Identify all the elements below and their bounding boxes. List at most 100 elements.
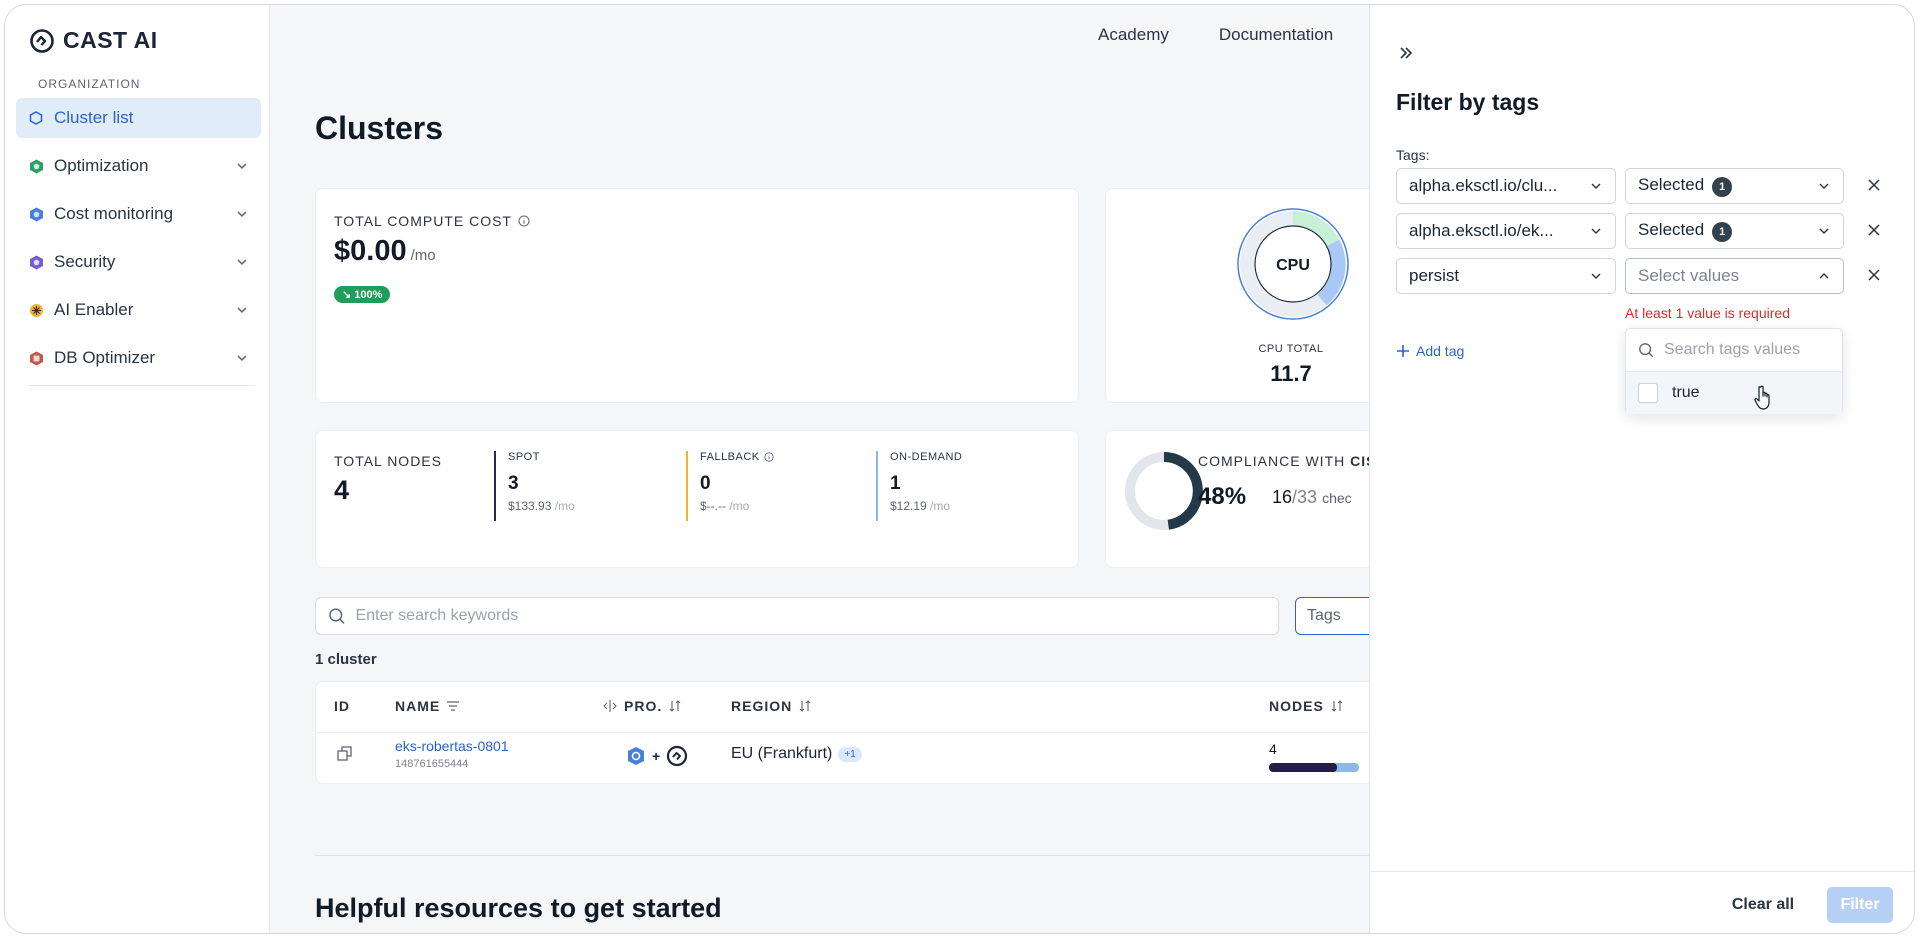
cpu-donut-chart: CPU: [1237, 208, 1349, 320]
hand-cursor-icon: [1754, 385, 1770, 410]
option-checkbox[interactable]: [1638, 383, 1658, 403]
academy-link[interactable]: Academy: [1098, 25, 1169, 44]
tag-key-select[interactable]: persist: [1396, 258, 1616, 294]
info-icon[interactable]: [518, 215, 530, 227]
col-header-provider-label: PRO.: [624, 698, 663, 714]
search-input[interactable]: [355, 607, 1278, 625]
security-icon: [28, 254, 44, 270]
tag-key-value: alpha.eksctl.io/ek...: [1409, 221, 1554, 240]
filter-lines-icon[interactable]: [446, 700, 460, 712]
tag-values-value: Selected 1: [1638, 220, 1817, 242]
add-tag-label: Add tag: [1416, 343, 1465, 359]
col-header-name[interactable]: NAME: [395, 698, 460, 714]
spot-cost-unit: /mo: [554, 499, 575, 513]
sidebar-item-security[interactable]: Security: [16, 242, 261, 282]
compliance-label-prefix: COMPLIANCE WITH: [1198, 453, 1346, 469]
sidebar-item-optimization[interactable]: Optimization: [16, 146, 261, 186]
copy-icon[interactable]: [336, 745, 354, 763]
cluster-search[interactable]: [315, 597, 1279, 635]
close-icon[interactable]: [1865, 221, 1883, 239]
compute-cost-label: TOTAL COMPUTE COST: [334, 213, 530, 229]
cost-monitoring-icon: [28, 206, 44, 222]
chevron-down-icon: [1819, 228, 1829, 234]
fallback-nodes: FALLBACK 0 $--.-- /mo: [686, 451, 774, 521]
tag-values-select[interactable]: Selected 1: [1625, 213, 1844, 249]
filter-panel: Filter by tags Tags: alpha.eksctl.io/clu…: [1369, 5, 1914, 933]
chevron-down-icon: [1591, 273, 1601, 279]
option-label: true: [1672, 384, 1700, 401]
chevron-down-icon: [1591, 228, 1601, 234]
col-header-region[interactable]: REGION: [731, 698, 812, 714]
cost-unit: /mo: [410, 247, 436, 264]
col-header-id-label: ID: [334, 698, 350, 714]
close-icon[interactable]: [1865, 266, 1883, 284]
compliance-label: COMPLIANCE WITH CIS: [1198, 453, 1376, 469]
search-icon: [329, 608, 345, 624]
helpful-resources-title: Helpful resources to get started: [315, 893, 722, 923]
sidebar-item-db-optimizer[interactable]: DB Optimizer: [16, 338, 261, 378]
sidebar-item-ai-enabler[interactable]: AI Enabler: [16, 290, 261, 330]
sidebar: CAST AI ORGANIZATION Cluster list Optimi…: [5, 5, 270, 933]
sidebar-item-label: AI Enabler: [54, 300, 134, 319]
tags-values-search-input[interactable]: [1664, 341, 1824, 359]
cost-change-badge: ↘ 100%: [334, 286, 391, 303]
sort-icon[interactable]: [668, 699, 682, 713]
tag-key-select[interactable]: alpha.eksctl.io/ek...: [1396, 213, 1616, 249]
nodes-cell: 4: [1269, 741, 1359, 772]
cpu-center-label: CPU: [1276, 257, 1310, 274]
nodes-bar: [1269, 763, 1359, 772]
sort-icon[interactable]: [798, 699, 812, 713]
kubernetes-icon: [628, 747, 644, 765]
search-icon: [1639, 343, 1654, 358]
brand-logo[interactable]: CAST AI: [29, 27, 158, 54]
compliance-donut-chart: [1125, 452, 1203, 530]
info-icon[interactable]: [764, 452, 774, 462]
region-name: EU (Frankfurt): [731, 745, 833, 762]
total-nodes-label: TOTAL NODES: [334, 453, 442, 469]
cluster-table: ID NAME PRO. REGION NODES eks-robertas-0…: [315, 681, 1375, 784]
chevron-down-icon: [1591, 183, 1601, 189]
sidebar-item-cost-monitoring[interactable]: Cost monitoring: [16, 194, 261, 234]
tag-values-placeholder: Select values: [1638, 266, 1740, 285]
column-resize-icon[interactable]: [602, 699, 618, 713]
col-header-nodes[interactable]: NODES: [1269, 698, 1344, 714]
dropdown-search[interactable]: [1626, 329, 1842, 372]
ondemand-cost: $12.19 /mo: [890, 499, 962, 513]
tag-values-select[interactable]: Selected 1: [1625, 168, 1844, 204]
tag-values-text: Selected: [1638, 220, 1705, 239]
sort-icon[interactable]: [1330, 699, 1344, 713]
nodes-card: TOTAL NODES 4 SPOT 3 $133.93 /mo FALLBAC…: [315, 430, 1079, 568]
section-label: ORGANIZATION: [38, 77, 141, 91]
tag-values-value: Selected 1: [1638, 175, 1817, 197]
provider-plus: +: [652, 748, 661, 764]
cluster-account-id: 148761655444: [395, 758, 469, 770]
close-icon[interactable]: [1865, 176, 1883, 194]
cpu-total-label: CPU TOTAL: [1258, 343, 1324, 355]
tag-values-select[interactable]: Select values: [1625, 258, 1844, 294]
spot-label: SPOT: [508, 451, 540, 463]
region-extra-badge[interactable]: +1: [838, 746, 862, 762]
col-header-provider[interactable]: PRO.: [602, 698, 682, 714]
sidebar-item-cluster-list[interactable]: Cluster list: [16, 98, 261, 138]
dropdown-option[interactable]: true: [1626, 372, 1842, 414]
tag-key-value: persist: [1409, 266, 1460, 285]
double-chevron-right-icon[interactable]: [1396, 43, 1416, 63]
documentation-link[interactable]: Documentation: [1218, 25, 1334, 44]
tag-values-text: Selected: [1638, 175, 1705, 194]
cost-amount: $0.00: [334, 235, 407, 267]
spot-cost: $133.93 /mo: [508, 499, 575, 513]
plus-icon: [1397, 345, 1409, 357]
col-header-id: ID: [334, 698, 350, 714]
checks-total: /33: [1292, 487, 1318, 507]
region-cell: EU (Frankfurt) +1: [731, 745, 862, 763]
panel-footer-divider: [1370, 871, 1914, 872]
cluster-name-link[interactable]: eks-robertas-0801: [395, 738, 509, 754]
tag-key-select[interactable]: alpha.eksctl.io/clu...: [1396, 168, 1616, 204]
filter-button[interactable]: Filter: [1827, 887, 1893, 923]
sidebar-item-label: DB Optimizer: [54, 348, 156, 367]
cast-ai-icon: [667, 745, 688, 767]
add-tag-button[interactable]: Add tag: [1396, 343, 1464, 359]
ondemand-cost-unit: /mo: [930, 499, 951, 513]
table-header-divider: [316, 732, 1374, 733]
clear-all-button[interactable]: Clear all: [1731, 896, 1795, 913]
